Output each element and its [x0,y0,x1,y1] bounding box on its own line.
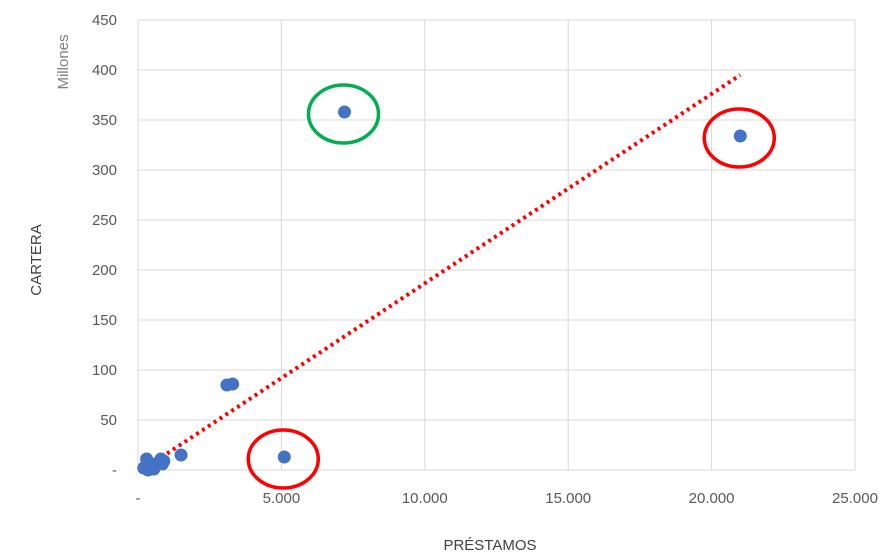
y-axis-ticks: - 50 100 150 200 250 300 350 400 450 [92,12,117,479]
highlight-circle [306,83,381,145]
highlight-circles [246,83,777,490]
x-tick-label: 25.000 [832,490,878,507]
highlight-circle [702,107,777,169]
x-tick-label: 15.000 [545,490,591,507]
data-point [277,450,291,464]
y-tick-label: 100 [92,362,117,379]
x-tick-label: 20.000 [689,490,735,507]
data-point [157,454,171,468]
y-tick-label: 300 [92,162,117,179]
data-point [337,105,351,119]
y-axis-title: CARTERA [28,224,45,295]
y-tick-label: 200 [92,262,117,279]
x-axis-title: PRÉSTAMOS [443,537,536,554]
x-tick-label: 5.000 [263,490,301,507]
x-tick-label: - [136,490,141,507]
highlight-circle [246,428,321,490]
gridlines [137,19,856,471]
y-tick-label: - [112,462,117,479]
x-tick-label: 10.000 [402,490,448,507]
y-axis-unit-label: Millones [55,34,72,89]
y-tick-label: 250 [92,212,117,229]
data-points [137,105,747,477]
y-tick-label: 450 [92,12,117,29]
y-tick-label: 350 [92,112,117,129]
trendline-group [142,73,742,471]
y-tick-label: 50 [100,412,117,429]
y-tick-label: 150 [92,312,117,329]
trendline [142,73,742,471]
data-point [226,377,240,391]
y-tick-label: 400 [92,62,117,79]
x-axis-ticks: - 5.000 10.000 15.000 20.000 25.000 [136,490,878,507]
data-point [733,129,747,143]
data-point [174,448,188,462]
